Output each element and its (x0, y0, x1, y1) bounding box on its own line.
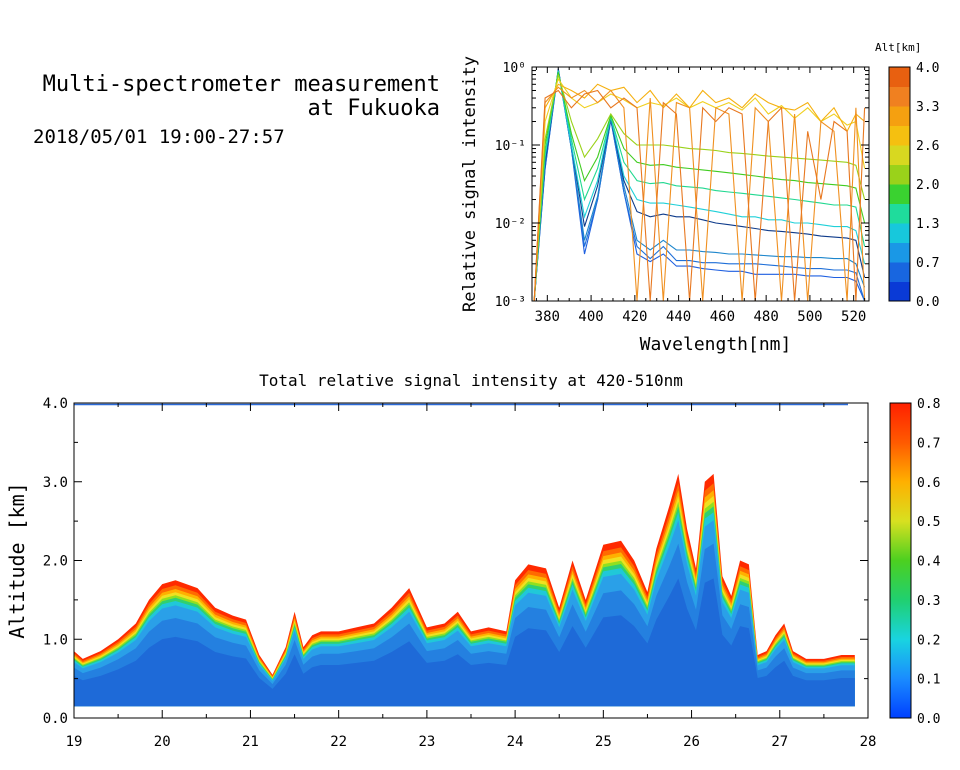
heatmap-y-axis-label: Altitude [km] (5, 482, 29, 639)
colorbar-swatch (889, 86, 910, 107)
spectrum-series-line (533, 89, 866, 301)
spectrum-series-line (533, 71, 866, 301)
colorbar-tick-label: 1.3 (916, 217, 939, 232)
colorbar-tick-label: 2.0 (916, 178, 939, 193)
main-title: Multi-spectrometer measurement at Fukuok… (12, 73, 440, 121)
colorbar-swatch (889, 223, 910, 243)
colorbar-swatch (889, 67, 910, 87)
y-tick-label: 10⁻² (495, 217, 526, 232)
y-tick-label: 3.0 (43, 475, 68, 491)
spectrum-series-line (533, 70, 866, 301)
x-tick-label: 28 (860, 734, 877, 750)
x-tick-label: 19 (66, 734, 83, 750)
spectrum-series-line (533, 69, 866, 301)
colorbar-swatch (889, 281, 910, 302)
altitude-heatmap-chart: 19 20 21 22 23 24 25 26 27 28 0.0 1.0 2.0 3.0 4.0 Total… (5, 371, 941, 750)
x-tick-label: 440 (666, 309, 691, 325)
date-range: 2018/05/01 19:00-27:57 (33, 126, 285, 148)
colorbar-tick-label: 0.2 (917, 633, 940, 648)
colorbar-tick-label: 0.7 (917, 436, 940, 451)
spectrum-series-line (533, 68, 866, 301)
intensity-colorbar-frame (889, 402, 912, 719)
colorbar-tick-label: 0.3 (917, 594, 940, 609)
colorbar-tick-label: 0.1 (917, 673, 940, 688)
x-tick-label: 480 (754, 309, 779, 325)
x-tick-label: 20 (154, 734, 171, 750)
spectrum-series-line (533, 70, 866, 301)
x-tick-label: 23 (418, 734, 435, 750)
heatmap-layer (74, 578, 855, 707)
x-tick-label: 26 (683, 734, 700, 750)
colorbar-swatch (889, 125, 910, 146)
alt-colorbar-frame (888, 66, 911, 302)
intensity-colorbar (890, 403, 911, 718)
colorbar-tick-label: 3.3 (916, 100, 939, 115)
colorbar-tick-label: 0.4 (917, 555, 941, 570)
y-tick-label: 1.0 (43, 632, 68, 648)
colorbar-title: Alt[km] (875, 41, 921, 54)
title-line-2: at Fukuoka (307, 96, 440, 121)
colorbar-swatch (889, 203, 910, 224)
colorbar-tick-label: 0.7 (916, 256, 939, 271)
colorbar-tick-label: 0.8 (917, 397, 940, 412)
x-tick-label: 400 (578, 309, 603, 325)
title-line-1: Multi-spectrometer measurement (42, 72, 440, 97)
colorbar-swatch (889, 184, 910, 204)
x-tick-label: 380 (535, 309, 560, 325)
spectrum-series-line (533, 69, 866, 301)
x-tick-label: 22 (330, 734, 347, 750)
heatmap-title: Total relative signal intensity at 420-5… (259, 371, 683, 390)
colorbar-tick-label: 2.6 (916, 139, 939, 154)
spectrum-lines (533, 68, 866, 301)
colorbar-tick-label: 4.0 (916, 61, 939, 76)
y-tick-label: 0.0 (43, 711, 68, 727)
x-tick-label: 520 (841, 309, 866, 325)
y-tick-label: 10⁰ (503, 61, 526, 76)
colorbar-tick-label: 0.5 (917, 515, 940, 530)
spectrum-series-line (533, 83, 865, 301)
y-tick-label: 10⁻³ (495, 295, 526, 310)
x-tick-label: 420 (622, 309, 647, 325)
colorbar-tick-label: 0.0 (916, 295, 939, 310)
colorbar-swatch (889, 106, 910, 126)
y-axis-label: Relative signal intensity (460, 56, 480, 312)
x-tick-label: 460 (710, 309, 735, 325)
spectrum-series-line (533, 86, 866, 301)
x-tick-label: 25 (595, 734, 612, 750)
colorbar-tick-label: 0.0 (917, 712, 940, 727)
x-tick-label: 24 (507, 734, 524, 750)
x-tick-label: 21 (242, 734, 259, 750)
spectrum-series-line (533, 74, 866, 301)
colorbar-swatch (889, 145, 910, 165)
y-tick-label: 2.0 (43, 554, 68, 570)
spectrum-chart: 380 400 420 440 460 480 500 520 10⁻³ 10⁻² 10⁻¹ 10⁰ W… (460, 41, 939, 355)
x-tick-label: 500 (797, 309, 822, 325)
x-axis-label: Wavelength[nm] (640, 334, 792, 355)
colorbar-tick-label: 0.6 (917, 476, 940, 491)
colorbar-swatch (889, 262, 910, 282)
y-tick-label: 10⁻¹ (495, 139, 526, 154)
y-tick-label: 4.0 (43, 396, 68, 412)
heatmap-layers (74, 473, 855, 707)
colorbar-swatch (889, 242, 910, 263)
x-tick-label: 27 (771, 734, 788, 750)
spectrum-series-line (533, 77, 866, 301)
colorbar-swatch (889, 164, 910, 185)
